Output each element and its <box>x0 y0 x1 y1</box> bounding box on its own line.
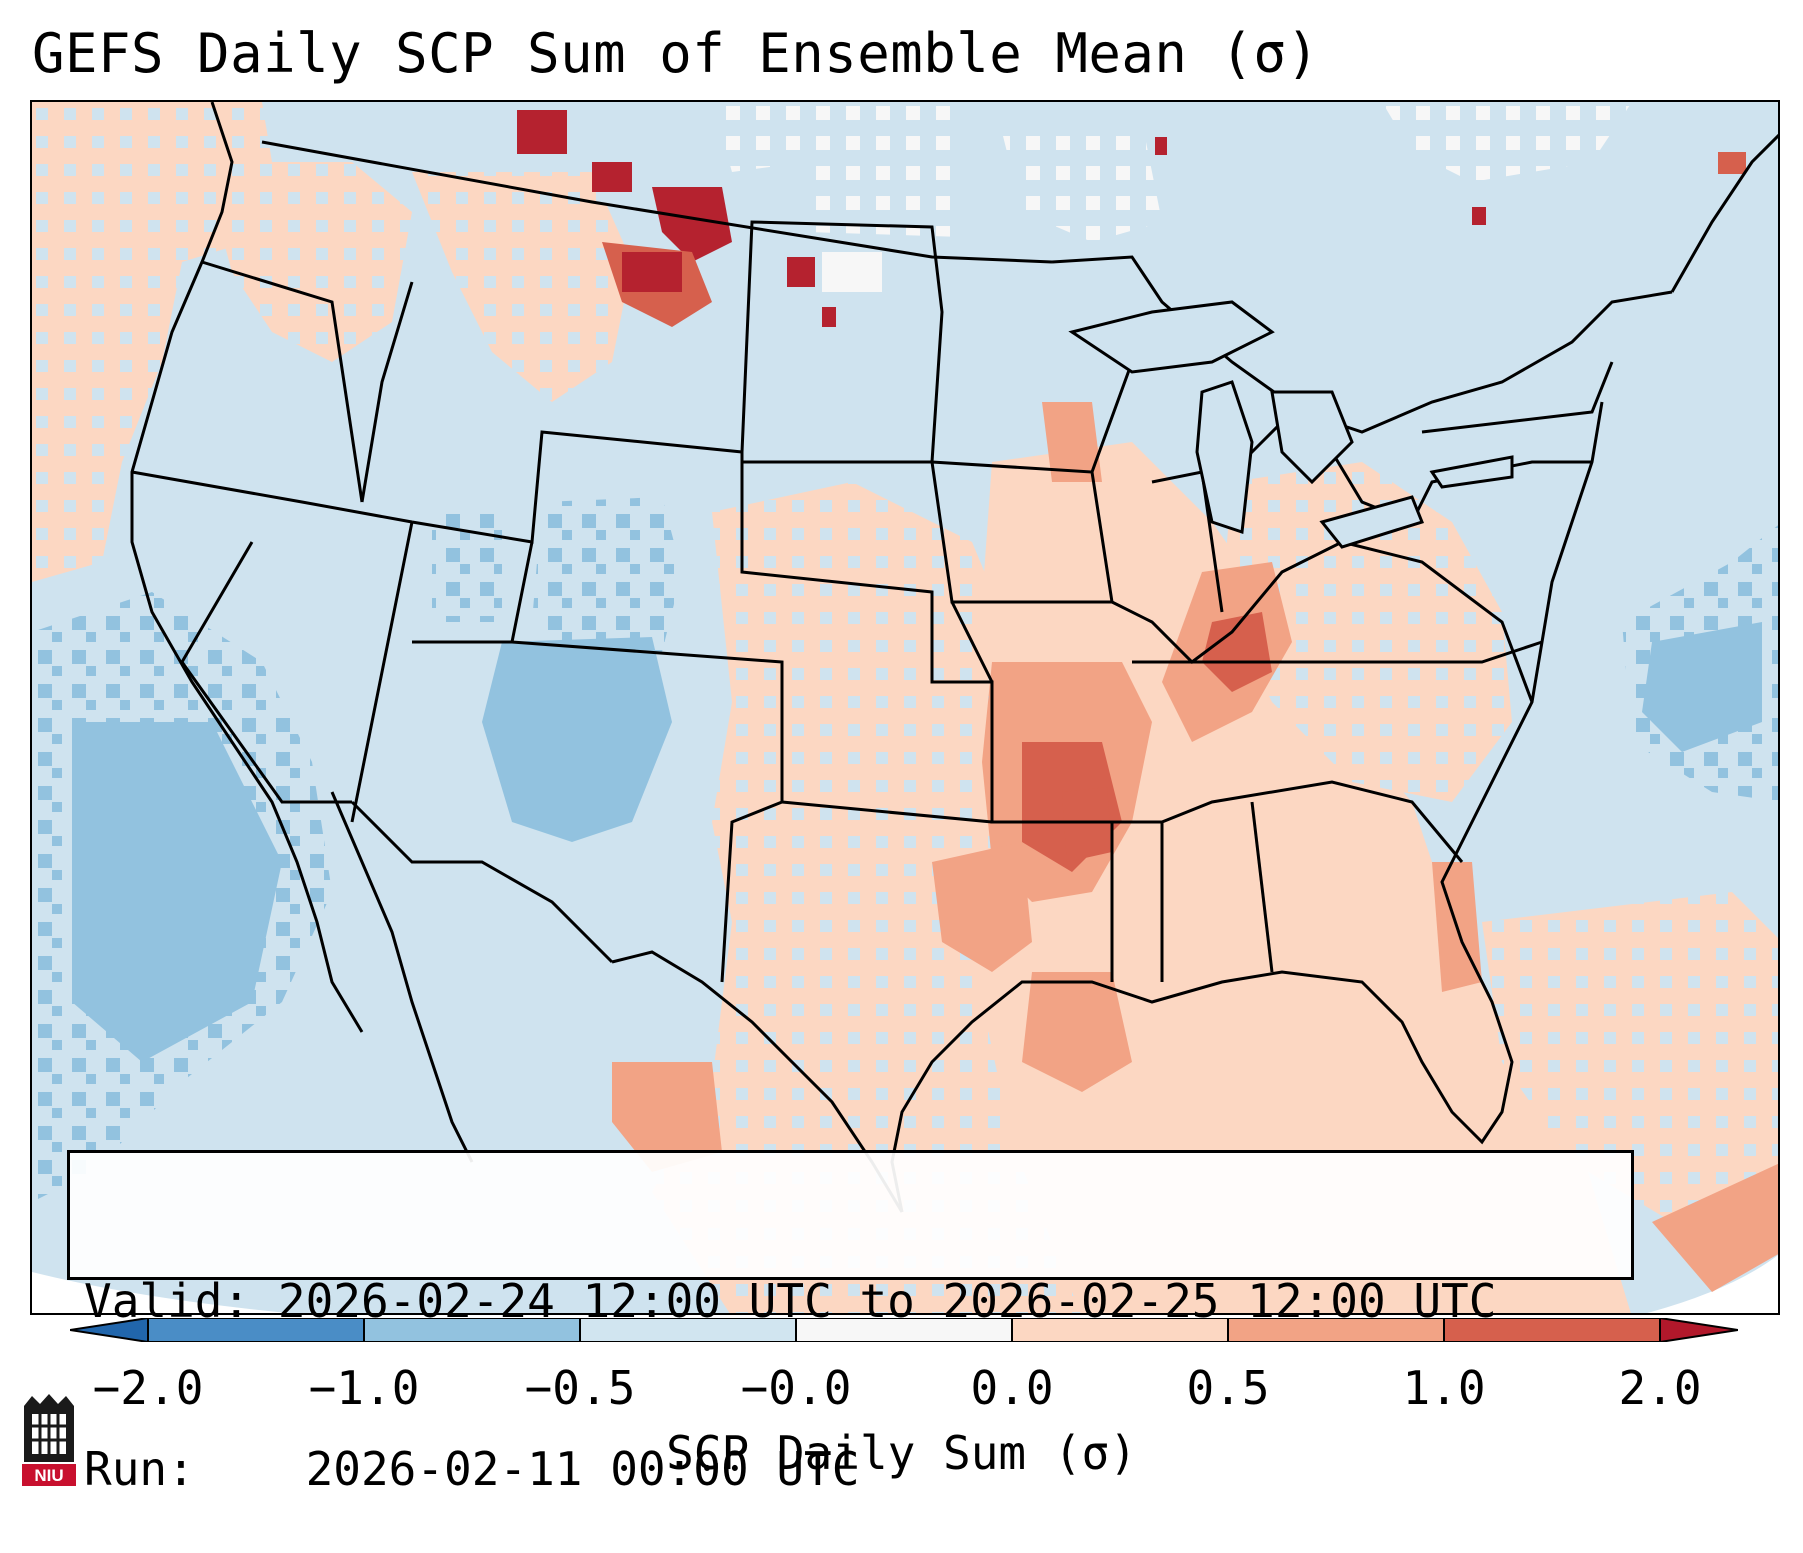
colorbar-tick-label: −1.0 <box>308 1361 420 1415</box>
map-title: GEFS Daily SCP Sum of Ensemble Mean (σ) <box>32 22 1320 85</box>
colorbar-segment <box>1228 1318 1444 1342</box>
anomaly-patch-c <box>652 187 732 262</box>
anomaly-montana-canada <box>712 102 807 172</box>
map-panel <box>30 100 1780 1315</box>
anomaly-washington <box>202 162 412 362</box>
colorbar-tick-label: 1.0 <box>1402 1361 1486 1415</box>
anomaly-patch-f <box>787 257 815 287</box>
colorbar-label: SCP Daily Sum (σ) <box>666 1426 1137 1480</box>
nevada-utah-border <box>350 521 414 823</box>
anomaly-nevada-utah <box>432 512 502 622</box>
dakotas <box>740 220 944 464</box>
anomaly-ontario <box>1002 122 1162 242</box>
anomaly-kentucky-core <box>1202 612 1272 692</box>
anomaly-patch-g <box>822 307 836 327</box>
lake-superior <box>1068 300 1275 374</box>
lake-huron <box>1270 390 1354 485</box>
anomaly-patch-a <box>517 110 567 154</box>
anomaly-eastern-pacific-core <box>72 722 282 1062</box>
colorbar-ticks <box>147 1318 1661 1342</box>
al-ga-border <box>1250 801 1274 973</box>
anomaly-patch-b <box>592 162 632 192</box>
anomaly-wisconsin <box>1042 402 1102 482</box>
california-nevada-border <box>180 541 352 804</box>
missouri-nw <box>950 601 994 683</box>
great-lakes <box>1068 300 1514 549</box>
baja-coast <box>330 791 474 1163</box>
oregon-border <box>131 470 413 524</box>
colorbar <box>70 1318 1738 1342</box>
colorbar-tick-label: 0.5 <box>1186 1361 1270 1415</box>
anomaly-mid-atlantic <box>1222 462 1512 802</box>
lake-erie <box>1319 495 1424 549</box>
new-york-border <box>1421 361 1614 434</box>
anomaly-patch-e <box>622 252 682 292</box>
anomaly-east-texas <box>932 842 1032 972</box>
washington-border <box>201 260 364 503</box>
us-mexico-border <box>350 800 614 964</box>
east-gulf-coastline <box>890 401 1604 1213</box>
anomaly-mexico <box>612 1062 722 1172</box>
anomaly-se-corner <box>1652 1163 1778 1292</box>
maritime-coast <box>1670 133 1778 293</box>
anomaly-patch-i <box>1155 137 1167 155</box>
colorbar-tick-label: −0.5 <box>524 1361 636 1415</box>
colorbar-tick-label: 2.0 <box>1618 1361 1702 1415</box>
anomaly-mississippi-core <box>1062 787 1112 862</box>
colorbar-extend-high <box>1660 1318 1738 1342</box>
anomaly-western-atlantic-positive <box>1482 892 1778 1222</box>
anomaly-pacific-northwest <box>32 102 272 582</box>
colorbar-segment <box>580 1318 796 1342</box>
west-coastline <box>130 102 364 1033</box>
oklahoma-border <box>781 800 993 824</box>
anomaly-white-patch <box>822 252 882 292</box>
anomaly-patch-k <box>1718 152 1746 174</box>
central-state-lines <box>411 430 1112 824</box>
colorbar-tick-label: −2.0 <box>92 1361 204 1415</box>
valid-run-info-box: Valid: 2026-02-24 12:00 UTC to 2026-02-2… <box>67 1150 1634 1496</box>
anomaly-western-atlantic-core <box>1642 622 1762 752</box>
lake-ontario <box>1429 455 1514 489</box>
tn-ky-border <box>1132 640 1543 664</box>
anomaly-southeast <box>982 442 1631 1313</box>
va-wv <box>1341 540 1534 703</box>
anomaly-southern-canada <box>412 172 632 402</box>
colorbar-segment <box>364 1318 580 1342</box>
colorbar-segment <box>1012 1318 1228 1342</box>
colorbar-tick-label: 0.0 <box>970 1361 1054 1415</box>
us-canada-border-west <box>261 140 1053 264</box>
anomaly-north-dakota-canada <box>807 102 962 237</box>
lake-michigan <box>1195 380 1254 535</box>
anomaly-quebec <box>1382 102 1632 182</box>
tennessee-south-border <box>1112 780 1464 863</box>
colorbar-extend-low <box>70 1318 148 1342</box>
logo-text: NIU <box>34 1466 63 1485</box>
anomaly-southern-plains <box>652 482 1082 1313</box>
run-line: Run: 2026-02-11 00:00 UTC <box>84 1441 1617 1497</box>
colorbar-tick-label: −0.0 <box>740 1361 852 1415</box>
outside-domain-sw <box>32 1272 288 1313</box>
run-label: Run: <box>84 1442 195 1496</box>
colorbar-segment <box>796 1318 1012 1342</box>
idaho-border <box>360 281 414 503</box>
colorbar-segment <box>148 1318 364 1342</box>
colorbar-segment <box>1444 1318 1660 1342</box>
map-canvas <box>32 102 1778 1313</box>
anomaly-utah-colorado <box>532 497 682 662</box>
anomaly-patch-j <box>1472 207 1486 225</box>
run-value: 2026-02-11 00:00 UTC <box>305 1442 860 1496</box>
map-borders <box>130 102 1778 1213</box>
anomaly-four-corners <box>482 637 672 842</box>
us-canada-border-east <box>1051 255 1673 434</box>
anomaly-gulf <box>1022 972 1132 1092</box>
niu-logo-icon: NIU <box>22 1394 76 1486</box>
outside-domain-se <box>1647 1255 1778 1313</box>
